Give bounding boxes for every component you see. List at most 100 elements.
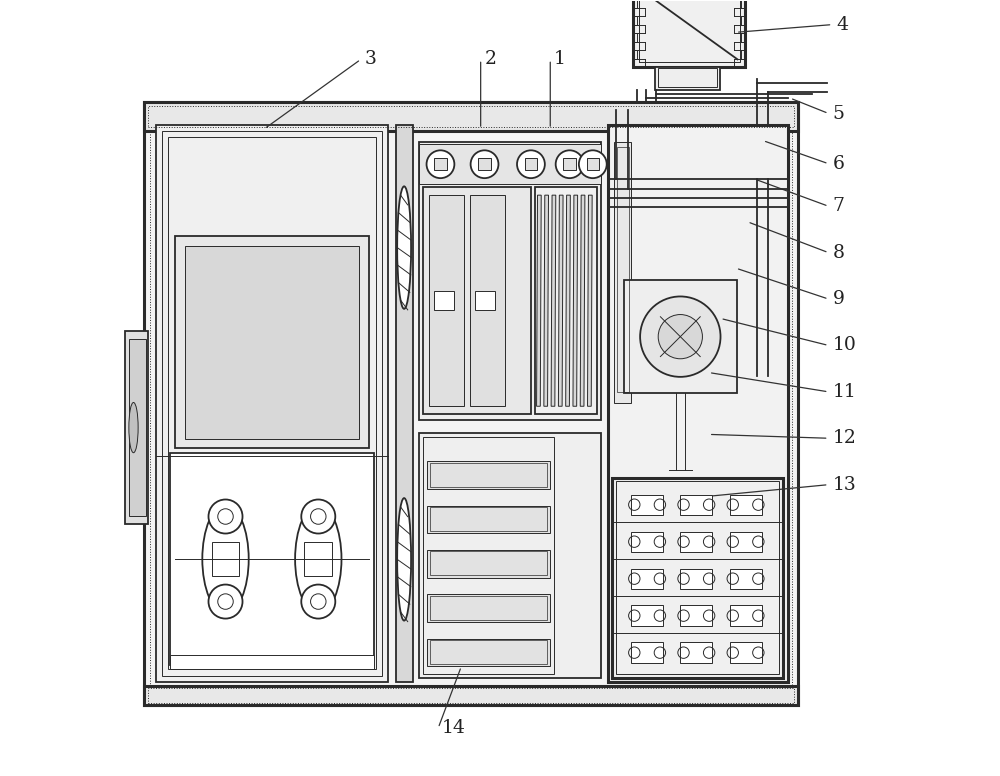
Circle shape (311, 509, 326, 525)
Bar (631, 494, 663, 514)
Bar (144, 102, 798, 131)
Text: 5: 5 (832, 105, 844, 123)
Bar (427, 639, 550, 667)
Ellipse shape (397, 498, 411, 621)
Bar (624, 280, 737, 393)
Bar (608, 125, 788, 682)
Bar (430, 596, 547, 620)
Polygon shape (558, 195, 563, 407)
Bar (478, 158, 491, 171)
Bar (563, 158, 576, 171)
Bar (617, 147, 629, 393)
Text: 4: 4 (836, 16, 848, 33)
Text: 12: 12 (832, 429, 856, 447)
Ellipse shape (295, 505, 341, 613)
Bar (730, 494, 762, 514)
Circle shape (311, 594, 326, 609)
Bar (475, 291, 495, 310)
Text: 13: 13 (832, 476, 856, 494)
Polygon shape (580, 195, 585, 407)
Bar (150, 107, 792, 700)
Bar (185, 246, 359, 438)
Text: 9: 9 (832, 290, 844, 308)
Text: 7: 7 (832, 197, 844, 215)
Bar (419, 433, 601, 678)
Bar (125, 331, 148, 524)
Bar (633, 0, 745, 67)
Circle shape (208, 500, 243, 534)
Bar (587, 158, 599, 171)
Bar (396, 125, 413, 682)
Bar (430, 640, 547, 664)
Bar (612, 477, 783, 678)
Circle shape (640, 296, 721, 377)
Bar (730, 643, 762, 663)
Bar (429, 195, 464, 407)
Bar (212, 542, 239, 576)
Bar (639, 0, 740, 62)
Text: 3: 3 (365, 50, 377, 68)
Bar (658, 68, 717, 87)
Bar (631, 643, 663, 663)
Bar (175, 237, 369, 448)
Bar (631, 532, 663, 552)
Bar (170, 655, 374, 669)
Bar (430, 552, 547, 575)
Bar (680, 569, 712, 589)
Bar (680, 605, 712, 625)
Polygon shape (544, 195, 548, 407)
Ellipse shape (129, 403, 138, 452)
Bar (304, 542, 332, 576)
Polygon shape (588, 195, 592, 407)
Bar (427, 594, 550, 622)
Bar (631, 569, 663, 589)
Polygon shape (573, 195, 578, 407)
Bar (616, 481, 779, 674)
Bar (430, 508, 547, 531)
Bar (434, 291, 454, 310)
Text: 11: 11 (832, 383, 856, 401)
Circle shape (556, 151, 584, 178)
Circle shape (471, 151, 498, 178)
Bar (680, 532, 712, 552)
Bar (535, 188, 597, 414)
Bar (419, 144, 601, 185)
Circle shape (517, 151, 545, 178)
Bar (614, 142, 631, 404)
Bar (423, 437, 554, 674)
Ellipse shape (202, 505, 249, 613)
Bar (631, 605, 663, 625)
Bar (730, 532, 762, 552)
Bar (730, 605, 762, 625)
Circle shape (301, 584, 335, 618)
Text: 8: 8 (832, 244, 844, 262)
Bar (680, 643, 712, 663)
Bar (144, 102, 798, 705)
Circle shape (658, 314, 702, 359)
Bar (427, 550, 550, 577)
Bar (170, 453, 374, 665)
Bar (680, 494, 712, 514)
Circle shape (301, 500, 335, 534)
Circle shape (218, 509, 233, 525)
Bar (427, 461, 550, 489)
Polygon shape (537, 195, 541, 407)
Bar (168, 137, 376, 670)
Text: 6: 6 (832, 154, 844, 173)
Polygon shape (566, 195, 570, 407)
Bar (423, 188, 531, 414)
Circle shape (218, 594, 233, 609)
Circle shape (208, 584, 243, 618)
Bar (655, 67, 720, 90)
Polygon shape (551, 195, 556, 407)
Bar (148, 688, 794, 703)
Bar (470, 195, 505, 407)
Bar (434, 158, 447, 171)
Circle shape (427, 151, 454, 178)
Text: 14: 14 (442, 719, 466, 737)
Bar (430, 462, 547, 487)
Circle shape (579, 151, 607, 178)
Ellipse shape (397, 186, 411, 309)
Bar (419, 142, 601, 420)
Bar (144, 686, 798, 705)
